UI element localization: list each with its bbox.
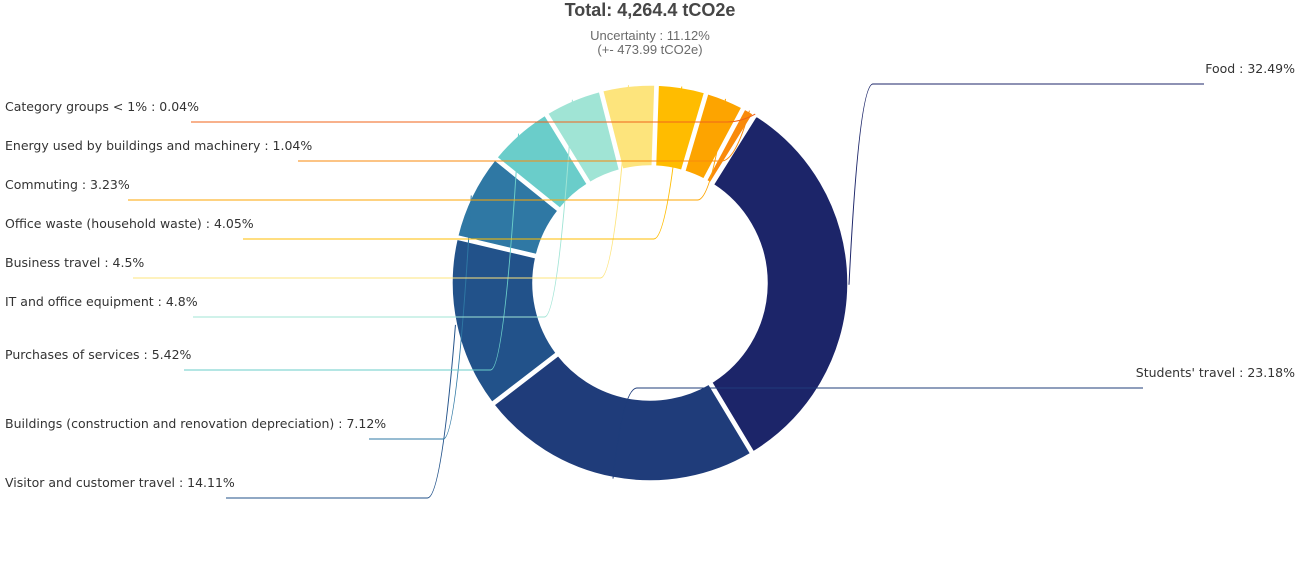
leader-line — [226, 324, 456, 499]
slice-food[interactable] — [710, 115, 849, 453]
slice-business-travel[interactable] — [601, 84, 656, 170]
slice-label: Visitor and customer travel : 14.11% — [5, 475, 235, 490]
leader-line — [191, 113, 756, 123]
leader-line — [133, 85, 629, 279]
slice-label: IT and office equipment : 4.8% — [5, 294, 198, 309]
uncertainty-absolute-label: (+- 473.99 tCO2e) — [597, 42, 703, 57]
slice-label: Energy used by buildings and machinery :… — [5, 138, 312, 153]
slice-energy-used-by-buildings-and-machinery[interactable] — [705, 108, 754, 184]
uncertainty-label: Uncertainty : 11.12% — [590, 28, 710, 43]
leader-line — [612, 387, 1143, 479]
leader-line — [193, 99, 573, 318]
slice-label: Purchases of services : 5.42% — [5, 347, 192, 362]
slice-it-and-office-equipment[interactable] — [546, 90, 621, 184]
slice-commuting[interactable] — [683, 92, 743, 180]
leader-line — [298, 110, 750, 162]
leader-line — [184, 133, 520, 371]
slice-label: Category groups < 1% : 0.04% — [5, 99, 199, 114]
leader-line — [848, 83, 1204, 285]
chart-title: Total: 4,264.4 tCO2e — [564, 0, 736, 20]
slice-label: Students' travel : 23.18% — [1136, 365, 1295, 380]
slice-label: Business travel : 4.5% — [5, 255, 144, 270]
slice-office-waste-household-waste[interactable] — [654, 84, 706, 172]
slice-label: Buildings (construction and renovation d… — [5, 416, 386, 431]
slice-purchases-of-services[interactable] — [496, 114, 589, 210]
slice-label: Food : 32.49% — [1205, 61, 1295, 76]
slice-label: Office waste (household waste) : 4.05% — [5, 216, 254, 231]
slice-buildings-construction-and-renovation-depreciation[interactable] — [456, 159, 559, 256]
leader-line — [369, 195, 472, 440]
slice-label: Commuting : 3.23% — [5, 177, 130, 192]
leader-line — [243, 86, 683, 240]
